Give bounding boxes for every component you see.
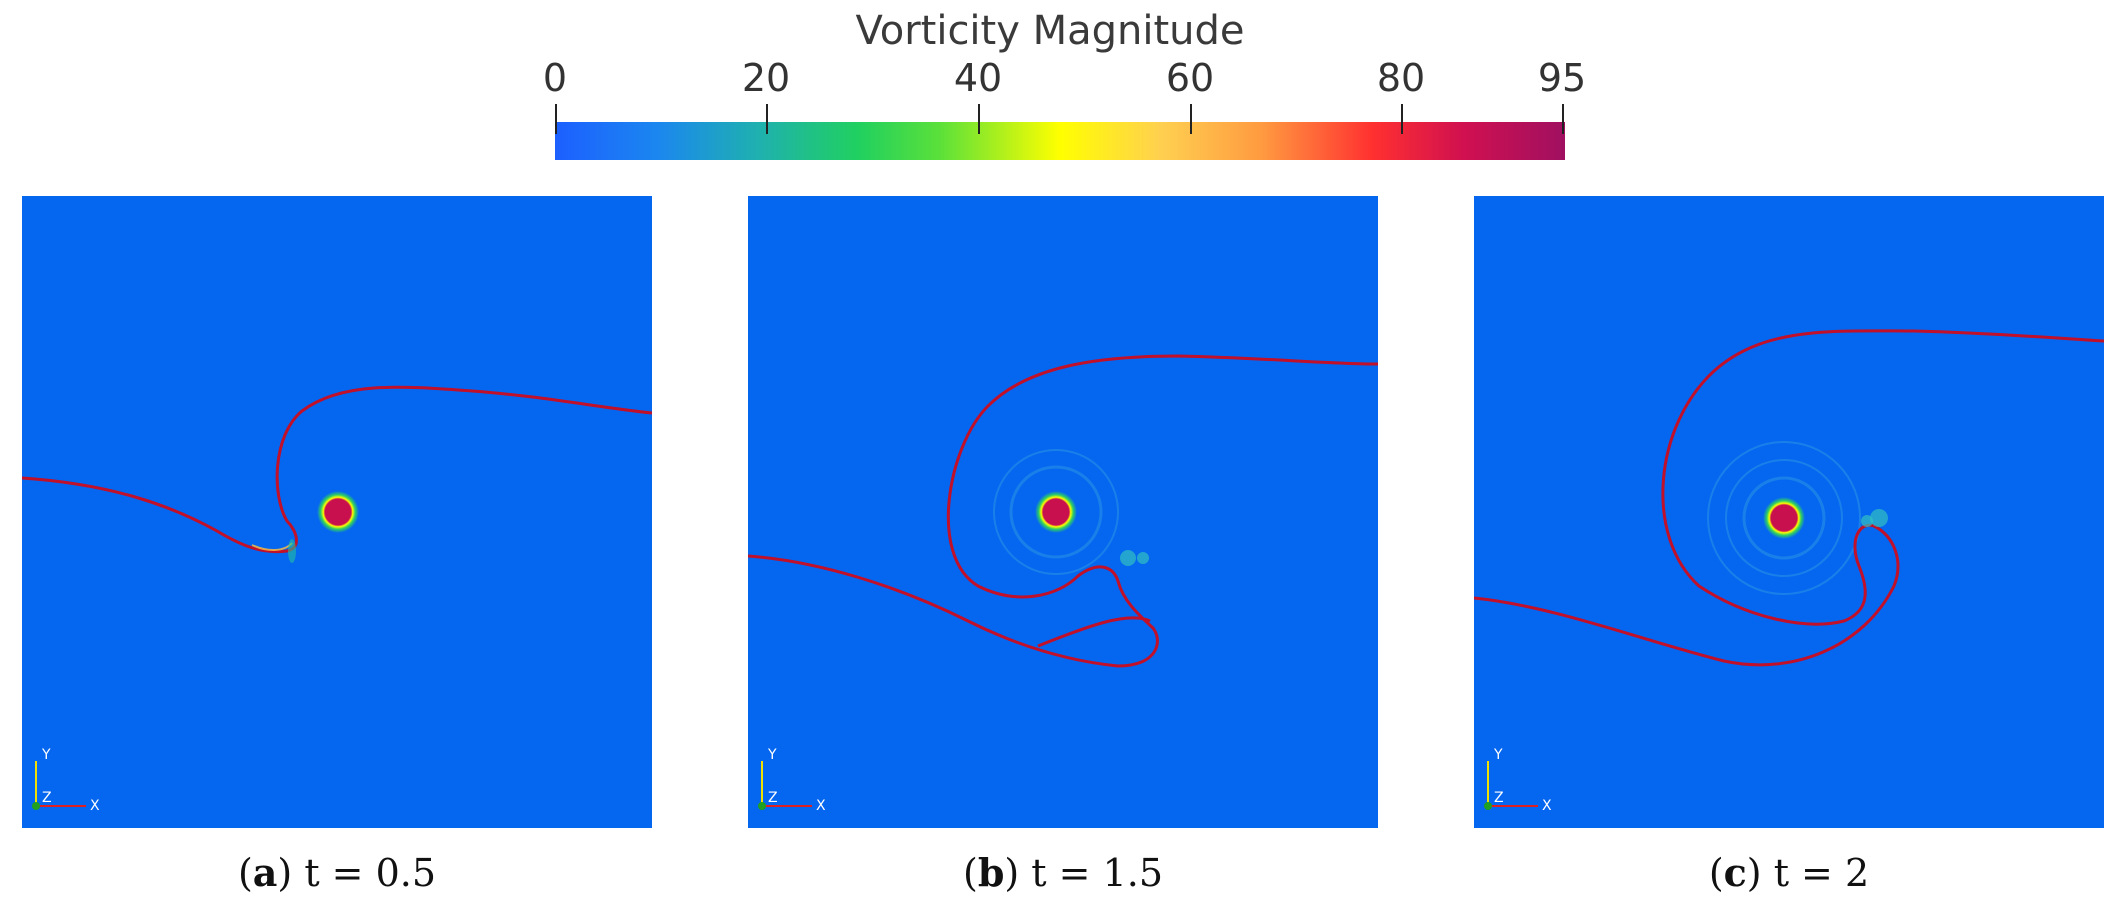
axis-x-label: X xyxy=(1542,798,1552,814)
caption-c: (c) t = 2 xyxy=(1708,850,1870,895)
caption-a: (a) t = 0.5 xyxy=(237,850,437,895)
panel-b: Y Z X xyxy=(748,196,1378,828)
axis-y-label: Y xyxy=(1493,747,1503,763)
tick-label-0: 0 xyxy=(542,56,568,100)
caption-c-text: t = 2 xyxy=(1773,851,1870,895)
axis-z-label: Z xyxy=(768,790,778,806)
tick-mark xyxy=(555,104,557,134)
tick-label-95: 95 xyxy=(1537,56,1587,100)
vortex-core xyxy=(1763,497,1805,539)
tick-mark xyxy=(1190,104,1192,134)
panel-c-plot: Y Z X xyxy=(1474,329,2104,814)
colorbar-title: Vorticity Magnitude xyxy=(855,8,1245,54)
tick-mark xyxy=(978,104,980,134)
axes-triad: Y Z X xyxy=(1484,747,1552,814)
tick-label-80: 80 xyxy=(1376,56,1426,100)
vortex-blob xyxy=(1870,509,1888,527)
panel-a-plot: Y Z X xyxy=(22,385,652,814)
caption-b-text: t = 1.5 xyxy=(1031,851,1164,895)
panel-a: Y Z X xyxy=(22,196,652,828)
vortex-core xyxy=(317,491,359,533)
vorticity-rings xyxy=(993,449,1119,575)
tick-label-60: 60 xyxy=(1165,56,1215,100)
vorticity-rings xyxy=(1707,441,1861,595)
vortex-tail xyxy=(288,539,296,563)
vortex-blob xyxy=(1137,552,1149,564)
tick-mark xyxy=(766,104,768,134)
tick-label-20: 20 xyxy=(741,56,791,100)
panel-c: Y Z X xyxy=(1474,196,2104,828)
vortex-core xyxy=(1035,491,1077,533)
axis-y-label: Y xyxy=(767,747,777,763)
axis-x-label: X xyxy=(90,798,100,814)
axis-x-label: X xyxy=(816,798,826,814)
caption-b: (b) t = 1.5 xyxy=(962,850,1164,895)
tick-mark xyxy=(1401,104,1403,134)
axis-z-label: Z xyxy=(42,790,52,806)
axes-triad: Y Z X xyxy=(32,747,100,814)
axis-y-label: Y xyxy=(41,747,51,763)
panel-b-plot: Y Z X xyxy=(748,354,1378,814)
tick-mark xyxy=(1562,104,1564,134)
caption-b-label: b xyxy=(977,850,1005,895)
vortex-blob xyxy=(1120,550,1136,566)
vortex-blob xyxy=(1861,515,1873,527)
colorbar xyxy=(555,122,1565,160)
caption-a-text: t = 0.5 xyxy=(304,851,437,895)
interface-line xyxy=(748,354,1378,668)
axis-z-label: Z xyxy=(1494,790,1504,806)
interface-line xyxy=(1474,329,2104,667)
caption-a-label: a xyxy=(252,850,278,895)
caption-c-label: c xyxy=(1723,850,1747,895)
interface-line xyxy=(22,385,652,554)
interface-line-lower xyxy=(1037,616,1151,648)
axes-triad: Y Z X xyxy=(758,747,826,814)
tick-label-40: 40 xyxy=(953,56,1003,100)
